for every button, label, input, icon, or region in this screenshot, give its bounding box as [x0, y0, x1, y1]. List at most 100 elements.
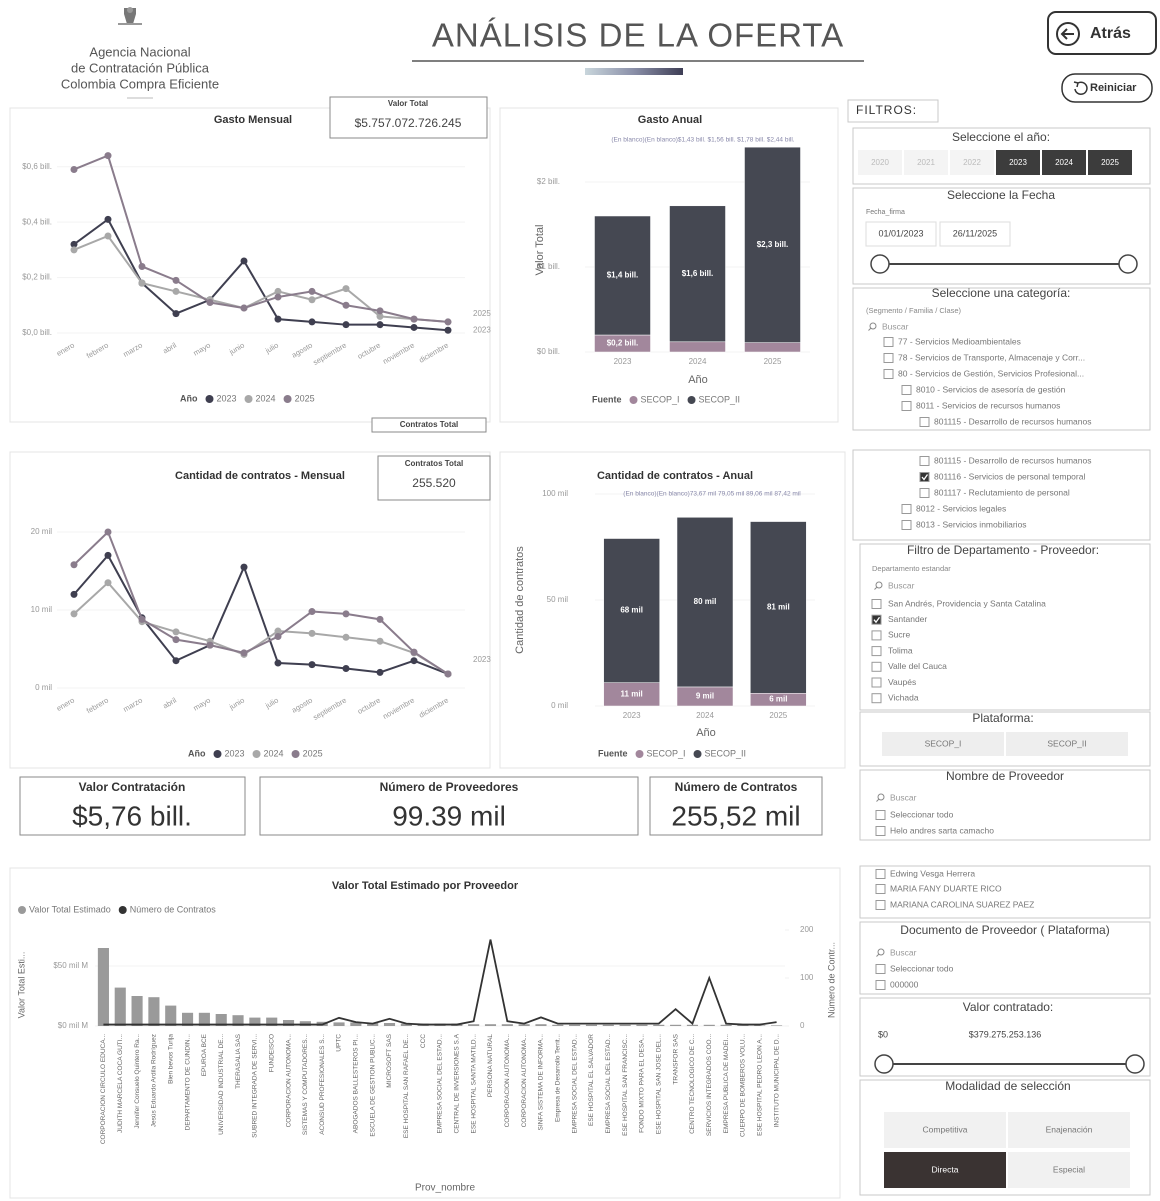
modality-option[interactable]: Competitiva [923, 1124, 968, 1134]
list-item[interactable]: Seleccionar todo [890, 963, 954, 973]
checkbox[interactable] [919, 417, 930, 427]
checkbox[interactable] [871, 630, 882, 641]
list-item[interactable]: 801116 - Servicios de personal temporal [934, 471, 1085, 481]
list-item[interactable]: San Andrés, Providencia y Santa Catalina [888, 598, 1046, 608]
x-tick-label: CORPORACION AUTONOMA... [504, 1034, 511, 1128]
list-item[interactable]: 77 - Servicios Medioambientales [898, 336, 1021, 346]
list-item[interactable]: Valle del Cauca [888, 661, 947, 671]
checkbox[interactable] [883, 337, 894, 347]
list-item[interactable]: Seleccionar todo [890, 809, 954, 819]
modality-option[interactable]: Especial [1053, 1164, 1085, 1174]
checkbox[interactable] [871, 677, 882, 688]
search-box[interactable]: Buscar [890, 792, 917, 802]
checkbox[interactable] [901, 401, 912, 411]
data-point [70, 240, 78, 248]
bar [165, 1005, 177, 1026]
checkbox[interactable] [901, 504, 912, 514]
checkbox[interactable] [901, 385, 912, 395]
list-item[interactable]: 8013 - Servicios inmobiliarios [916, 519, 1027, 529]
button-label[interactable]: Reiniciar [1090, 82, 1137, 94]
card-label: Valor Contratación [79, 780, 186, 794]
platform-button[interactable] [1006, 732, 1128, 756]
year-option[interactable]: 2023 [1009, 158, 1027, 167]
slider-handle[interactable] [870, 254, 890, 274]
year-option[interactable]: 2021 [917, 158, 935, 167]
checkbox[interactable] [901, 520, 912, 530]
year-button[interactable] [858, 150, 902, 175]
checkbox[interactable] [875, 900, 886, 910]
checkbox[interactable] [919, 472, 930, 482]
list-item[interactable]: 8011 - Servicios de recursos humanos [916, 400, 1060, 410]
slider-handle[interactable] [1118, 254, 1138, 274]
year-option[interactable]: 2025 [1101, 158, 1119, 167]
list-item[interactable]: MARIA FANY DUARTE RICO [890, 883, 1002, 893]
data-point [410, 315, 418, 323]
year-button[interactable] [996, 150, 1040, 175]
reset-button[interactable]: Reiniciar [1061, 73, 1153, 103]
checkbox[interactable] [919, 488, 930, 498]
list-item[interactable]: Sucre [888, 630, 910, 640]
list-item[interactable]: 80 - Servicios de Gestión, Servicios Pro… [898, 368, 1084, 378]
checkbox[interactable] [875, 826, 886, 836]
list-item[interactable]: 801117 - Reclutamiento de personal [934, 487, 1070, 497]
year-button[interactable] [904, 150, 948, 175]
checkbox[interactable] [871, 614, 882, 625]
list-item[interactable]: 78 - Servicios de Transporte, Almacenaje… [898, 352, 1085, 362]
checkbox[interactable] [875, 980, 886, 990]
search-box[interactable]: Buscar [890, 947, 917, 957]
checkbox[interactable] [871, 599, 882, 609]
modality-button[interactable] [1008, 1152, 1130, 1188]
back-button[interactable]: Atrás [1047, 11, 1157, 55]
button-label[interactable]: Atrás [1090, 25, 1131, 42]
modality-button[interactable] [1008, 1112, 1130, 1148]
list-item[interactable]: Helo andres sarta camacho [890, 825, 994, 835]
list-item[interactable]: 801115 - Desarrollo de recursos humanos [934, 455, 1092, 465]
list-item[interactable]: Vaupés [888, 677, 916, 687]
checkbox[interactable] [919, 456, 930, 466]
modality-button[interactable] [884, 1152, 1006, 1188]
search-box[interactable]: Buscar [888, 580, 915, 590]
year-option[interactable]: 2022 [963, 158, 981, 167]
checkbox[interactable] [875, 964, 886, 974]
date-value[interactable]: 01/01/2023 [878, 228, 923, 238]
checkbox[interactable] [875, 884, 886, 894]
modality-option[interactable]: Enajenación [1046, 1124, 1093, 1134]
legend-title: Año [180, 393, 198, 403]
list-item[interactable]: 8010 - Servicios de asesoría de gestión [916, 384, 1066, 394]
platform-button[interactable] [882, 732, 1004, 756]
list-item[interactable]: 000000 [890, 979, 919, 989]
checkbox[interactable] [875, 810, 886, 820]
checkbox[interactable] [883, 353, 894, 363]
modality-button[interactable] [884, 1112, 1006, 1148]
list-item[interactable]: Tolima [888, 645, 913, 655]
date-value[interactable]: 26/11/2025 [953, 228, 997, 238]
platform-option[interactable]: SECOP_I [925, 738, 962, 748]
y-tick-label: $2 bill. [537, 177, 560, 186]
list-item[interactable]: 801115 - Desarrollo de recursos humanos [934, 416, 1092, 426]
year-option[interactable]: 2024 [1055, 158, 1073, 167]
slider-handle[interactable] [874, 1054, 894, 1074]
page-title: ANÁLISIS DE LA OFERTA [432, 17, 844, 54]
list-item[interactable]: MARIANA CAROLINA SUAREZ PAEZ [890, 899, 1034, 909]
date-input[interactable] [939, 221, 1011, 247]
year-button[interactable] [1042, 150, 1086, 175]
checkbox[interactable] [871, 646, 882, 657]
year-button[interactable] [950, 150, 994, 175]
x-tick-label: 2023 [614, 357, 632, 366]
date-input[interactable] [865, 221, 937, 247]
modality-option[interactable]: Directa [932, 1164, 959, 1174]
filter-subtitle: Departamento estandar [872, 564, 951, 573]
search-box[interactable]: Buscar [882, 321, 909, 331]
year-option[interactable]: 2020 [871, 158, 889, 167]
checkbox[interactable] [871, 693, 882, 704]
checkbox[interactable] [871, 661, 882, 672]
list-item[interactable]: 8012 - Servicios legales [916, 503, 1006, 513]
checkbox[interactable] [883, 369, 894, 379]
list-item[interactable]: Santander [888, 614, 927, 624]
list-item[interactable]: Edwing Vesga Herrera [890, 868, 975, 878]
checkbox[interactable] [875, 869, 886, 879]
list-item[interactable]: Vichada [888, 692, 919, 702]
slider-handle[interactable] [1125, 1054, 1145, 1074]
platform-option[interactable]: SECOP_II [1047, 738, 1086, 748]
year-button[interactable] [1088, 150, 1132, 175]
